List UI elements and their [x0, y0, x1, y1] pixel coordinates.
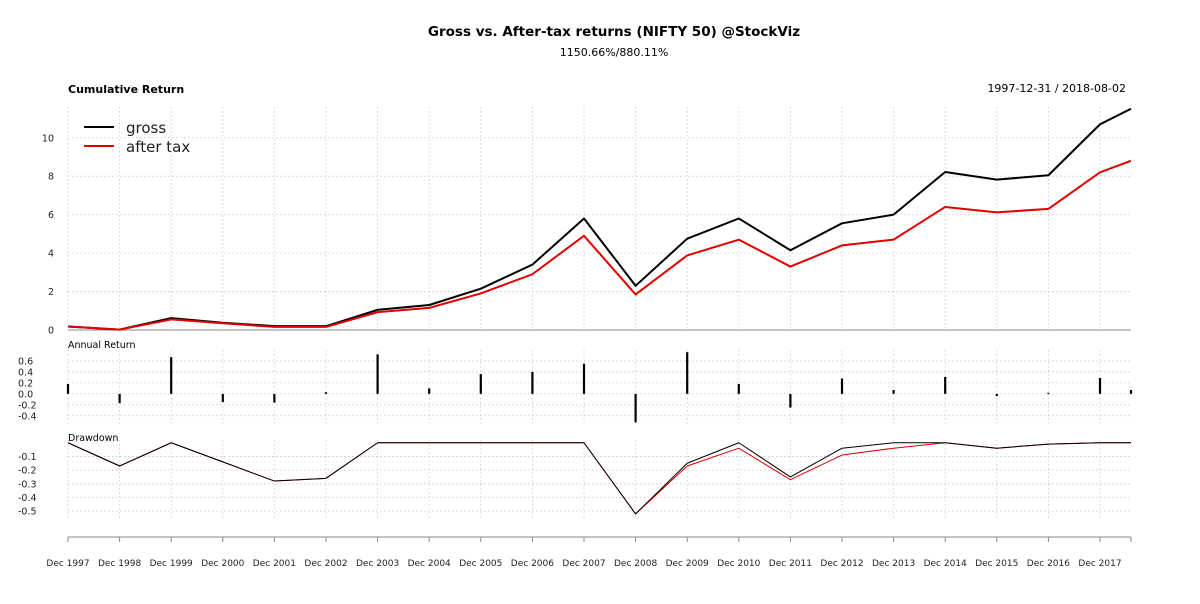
y-tick-label-cumulative: 4 [48, 249, 54, 260]
y-tick-label-cumulative: 0 [48, 326, 54, 337]
x-tick-label: Dec 2003 [356, 559, 399, 569]
x-tick-label: Dec 2004 [408, 559, 451, 569]
x-tick-label: Dec 2013 [872, 559, 915, 569]
panel-title-drawdown: Drawdown [68, 433, 118, 444]
annual-return-bar [995, 393, 998, 397]
x-tick-label: Dec 2007 [562, 559, 605, 569]
annual-return-bar [737, 383, 740, 394]
annual-return-bar [840, 378, 844, 394]
x-tick-label: Dec 2002 [304, 559, 347, 569]
x-tick-label: Dec 2017 [1078, 559, 1121, 569]
y-tick-label-cumulative: 10 [42, 133, 54, 144]
x-tick-label: Dec 2016 [1027, 559, 1070, 569]
annual-return-bar [944, 376, 947, 394]
annual-return-bar [892, 390, 895, 394]
y-tick-label-drawdown: -0.3 [18, 479, 37, 490]
drawdown-line-after-tax [67, 442, 1131, 515]
x-tick-label: Dec 2012 [820, 559, 863, 569]
legend-label-gross: gross [126, 119, 166, 137]
annual-return-bar [376, 354, 379, 394]
annual-return-bar [1047, 392, 1050, 394]
x-tick-label: Dec 2010 [717, 559, 760, 569]
x-tick-label: Dec 1997 [46, 559, 89, 569]
x-tick-label: Dec 2015 [975, 559, 1018, 569]
series-line-after-tax [67, 159, 1132, 331]
annual-return-bar [428, 388, 431, 394]
y-tick-label-drawdown: -0.2 [18, 466, 37, 477]
annual-return-bar [1129, 390, 1133, 394]
annual-return-bar [531, 371, 534, 394]
panel-title-annual: Annual Return [68, 340, 136, 351]
series-line-gross [67, 107, 1132, 331]
x-tick-label: Dec 2009 [666, 559, 709, 569]
annual-return-bar [789, 393, 792, 408]
annual-return-bar [273, 393, 276, 403]
x-tick-label: Dec 1999 [150, 559, 193, 569]
x-tick-label: Dec 2014 [924, 559, 967, 569]
y-tick-label-drawdown: -0.5 [18, 507, 37, 518]
chart-title: Gross vs. After-tax returns (NIFTY 50) @… [428, 24, 800, 40]
x-tick-label: Dec 2008 [614, 559, 657, 569]
annual-return-bar [324, 392, 328, 394]
x-tick-label: Dec 1998 [98, 559, 141, 569]
y-tick-label-annual: 0.6 [18, 356, 33, 367]
annual-return-bar [170, 357, 173, 394]
date-range-label: 1997-12-31 / 2018-08-02 [987, 82, 1126, 95]
annual-return-bar [686, 352, 689, 394]
x-tick-label: Dec 2000 [201, 559, 244, 569]
x-tick-label: Dec 2005 [459, 559, 502, 569]
y-tick-label-annual: 0.2 [18, 378, 33, 389]
legend-label-after-tax: after tax [126, 138, 190, 156]
annual-return-bar [1098, 377, 1102, 394]
chart-subtitle: 1150.66%/880.11% [560, 46, 669, 59]
y-tick-label-annual: -0.2 [18, 400, 37, 411]
annual-return-bar [221, 393, 224, 403]
drawdown-line-gross [67, 442, 1131, 515]
x-tick-label: Dec 2011 [769, 559, 812, 569]
y-tick-label-annual: 0.4 [18, 367, 33, 378]
y-tick-label-cumulative: 6 [48, 210, 54, 221]
panel-title-cumulative: Cumulative Return [68, 83, 184, 96]
y-tick-label-drawdown: -0.1 [18, 452, 37, 463]
plot-layer: 02468100.60.40.20.0-0.2-0.4-0.1-0.2-0.3-… [18, 107, 1133, 569]
x-tick-label: Dec 2006 [511, 559, 554, 569]
annual-return-bar [118, 393, 121, 404]
annual-return-bar [582, 363, 586, 394]
y-tick-label-annual: 0.0 [18, 389, 33, 400]
annual-return-bar [66, 383, 70, 394]
x-tick-label: Dec 2001 [253, 559, 296, 569]
y-tick-label-annual: -0.4 [18, 411, 37, 422]
y-tick-label-cumulative: 8 [48, 172, 54, 183]
annual-return-bar [634, 393, 637, 423]
y-tick-label-drawdown: -0.4 [18, 493, 37, 504]
y-tick-label-cumulative: 2 [48, 287, 54, 298]
annual-return-bar [479, 374, 482, 394]
